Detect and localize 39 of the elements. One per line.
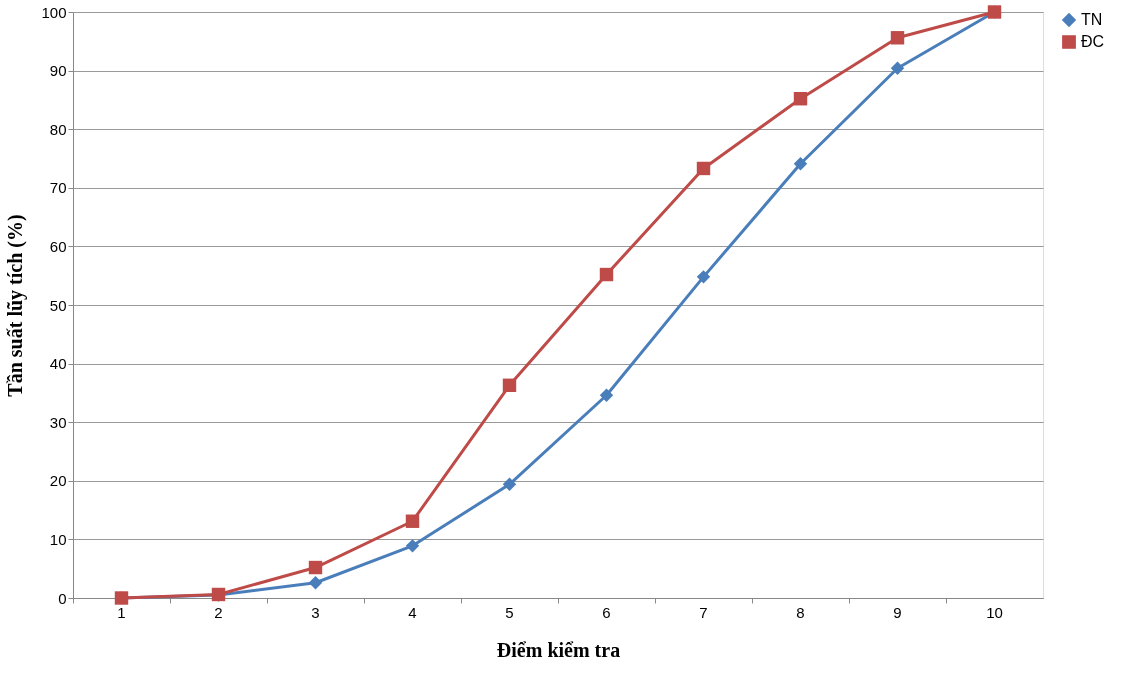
x-tick-label: 9 [893,603,902,621]
point [696,270,711,284]
y-tick-label: 90 [49,62,67,80]
y-axis-title: Tần suất lũy tích (%) [4,214,28,397]
point [890,31,905,45]
x-tick-label: 1 [117,603,126,621]
y-tick-label: 0 [58,589,67,607]
y-tick-label: 40 [49,355,67,373]
point [502,477,517,492]
point [696,161,711,176]
point [793,92,808,106]
x-axis-title: Điểm kiểm tra [496,638,621,661]
x-tick-label: 5 [505,603,514,621]
x-tick-label: 8 [796,603,805,621]
point [502,378,517,392]
y-tick-label: 80 [49,120,67,138]
y-tick-label: 100 [41,3,67,21]
point [308,560,323,575]
y-tick-label: 60 [49,237,67,255]
y-tick-label: 50 [49,296,67,314]
point [308,576,323,590]
x-tick-label: 3 [311,603,320,621]
x-tick-label: 6 [602,603,611,621]
point [599,388,614,402]
point [890,61,905,75]
x-tick-label: 7 [699,603,708,621]
x-tick-label: 2 [214,603,223,621]
point [405,514,420,528]
point [793,157,808,171]
point [405,539,420,553]
y-tick-label: 20 [49,472,67,490]
y-tick-label: 30 [49,413,67,431]
y-tick-label: 10 [49,530,67,548]
point [599,267,614,282]
y-tick-label: 70 [49,179,67,197]
legend-label: ĐC [1081,33,1105,50]
x-tick-label: 4 [408,603,417,621]
legend-label: TN [1081,11,1103,28]
x-tick-label: 10 [986,603,1003,621]
